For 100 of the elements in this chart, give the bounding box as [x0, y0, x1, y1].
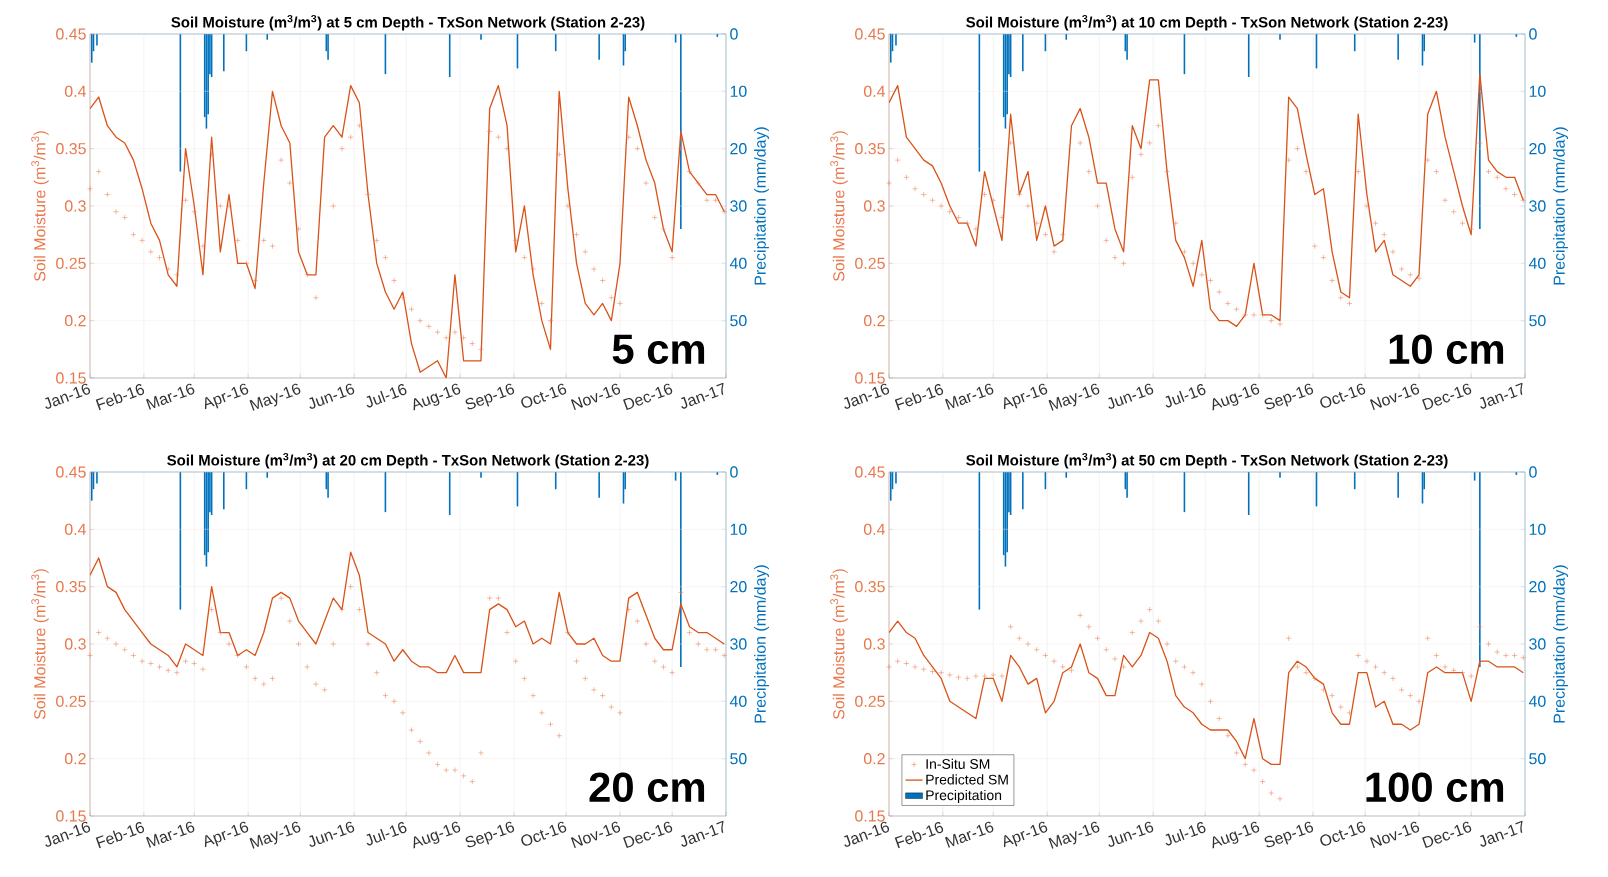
y2-tick-label: 50 — [1529, 753, 1546, 765]
annotation: 100 cm — [1366, 772, 1504, 803]
x-tick-label: Nov-16 — [1369, 821, 1420, 849]
y-axis-title: Soil Moisture (m$^{3}$/m$^{3}$) — [31, 569, 49, 720]
y-axis-title: Soil Moisture (m$^{3}$/m$^{3}$) — [31, 131, 49, 282]
y-axis-title: Soil Moisture (m$^{3}$/m$^{3}$) — [830, 569, 848, 720]
x-tick-label: Oct-16 — [521, 383, 567, 408]
y-tick-label: 0.3 — [863, 638, 885, 650]
x-tick-label: Oct-16 — [521, 821, 567, 846]
x-tick-label: Apr-16 — [1003, 821, 1048, 848]
x-tick-label: Dec-16 — [623, 821, 673, 849]
y-tick-label: 0.2 — [863, 753, 885, 765]
y-tick-label: 0.35 — [56, 581, 86, 593]
x-tick-label: Jan-16 — [844, 821, 890, 847]
y-tick-label: 0.35 — [855, 581, 885, 593]
y-tick-label: 0.45 — [855, 466, 885, 478]
y2-axis-title: Precipitation (mm/day) — [754, 127, 769, 285]
y-tick-label: 0.35 — [855, 143, 885, 155]
y2-tick-label: 20 — [730, 143, 747, 155]
y2-tick-label: 30 — [1529, 638, 1546, 650]
y2-tick-label: 10 — [1529, 523, 1546, 535]
y-tick-label: 0.15 — [855, 810, 885, 822]
y2-tick-label: 50 — [1529, 315, 1546, 327]
y-tick-label: 0.3 — [64, 200, 86, 212]
x-tick-label: Sep-16 — [465, 383, 515, 410]
y2-tick-label: 0 — [1529, 466, 1537, 478]
x-tick-label: Jul-16 — [1165, 822, 1206, 846]
x-tick-label: Jan-16 — [45, 383, 91, 409]
x-tick-label: Jul-16 — [366, 384, 407, 408]
x-tick-label: Jan-17 — [1480, 820, 1523, 847]
y-tick-label: 0.4 — [64, 523, 87, 535]
y-tick-label: 0.3 — [64, 638, 86, 650]
y2-tick-label: 40 — [729, 257, 747, 269]
legend-label: Predicted SM — [926, 774, 1008, 785]
x-tick-label: Jan-17 — [681, 820, 724, 847]
y2-tick-label: 10 — [730, 523, 747, 535]
y-tick-label: 0.35 — [56, 143, 86, 155]
y2-axis-title: Precipitation (mm/day) — [1553, 565, 1568, 723]
y-tick-label: 0.45 — [56, 28, 86, 40]
y-tick-label: 0.45 — [855, 28, 885, 40]
x-tick-label: Jan-17 — [1480, 382, 1523, 409]
y2-tick-label: 30 — [730, 638, 747, 650]
y-tick-label: 0.15 — [56, 810, 86, 822]
annotation: 10 cm — [1389, 334, 1504, 365]
y-tick-label: 0.15 — [855, 372, 885, 384]
y-tick-label: 0.2 — [64, 315, 86, 327]
x-tick-label: Nov-16 — [570, 821, 621, 849]
legend-label: In-Situ SM — [926, 758, 990, 769]
x-tick-label: Feb-16 — [894, 822, 944, 849]
x-tick-label: Jun-16 — [1108, 821, 1154, 847]
x-tick-label: Oct-16 — [1320, 821, 1366, 846]
y2-tick-label: 0 — [1529, 28, 1537, 40]
y-tick-label: 0.25 — [855, 695, 885, 707]
x-tick-label: Jan-16 — [844, 383, 890, 409]
x-tick-label: Sep-16 — [1264, 383, 1314, 410]
x-tick-label: Dec-16 — [623, 383, 673, 411]
x-tick-label: Sep-16 — [1264, 821, 1314, 848]
y2-axis-title: Precipitation (mm/day) — [754, 565, 769, 723]
x-tick-label: Dec-16 — [1422, 821, 1472, 849]
y-tick-label: 0.2 — [64, 753, 86, 765]
y2-tick-label: 20 — [730, 581, 747, 593]
y2-tick-label: 50 — [730, 315, 747, 327]
y-tick-label: 0.15 — [56, 372, 86, 384]
x-tick-label: Mar-16 — [146, 821, 195, 848]
x-tick-label: Jun-16 — [1108, 383, 1154, 409]
y2-tick-label: 20 — [1529, 143, 1546, 155]
x-tick-label: Jun-16 — [309, 383, 355, 409]
chart-title: Soil Moisture (m$^{3}$/m$^{3}$) at 10 cm Depth - TxSon Network (Station 2-23) — [966, 14, 1448, 31]
y2-tick-label: 50 — [730, 753, 747, 765]
y2-tick-label: 10 — [730, 85, 747, 97]
y2-tick-label: 30 — [1529, 200, 1546, 212]
y2-tick-label: 20 — [1529, 581, 1546, 593]
legend-label: Precipitation — [926, 789, 1002, 803]
annotation: 5 cm — [612, 334, 705, 365]
y2-tick-label: 0 — [730, 466, 738, 478]
x-tick-label: Feb-16 — [95, 822, 145, 849]
chart-title: Soil Moisture (m$^{3}$/m$^{3}$) at 20 cm Depth - TxSon Network (Station 2-23) — [167, 452, 649, 469]
y2-tick-label: 40 — [1528, 695, 1546, 707]
x-tick-label: Feb-16 — [894, 384, 944, 411]
x-tick-label: Apr-16 — [204, 383, 249, 410]
annotation: 20 cm — [589, 772, 705, 803]
x-tick-label: Apr-16 — [204, 821, 249, 848]
x-tick-label: Jul-16 — [366, 822, 407, 846]
x-tick-label: Oct-16 — [1320, 383, 1366, 408]
x-tick-label: Mar-16 — [945, 383, 994, 410]
y-tick-label: 0.4 — [64, 85, 87, 97]
x-tick-label: Dec-16 — [1422, 383, 1472, 411]
x-tick-label: Jun-16 — [309, 821, 355, 847]
y2-axis-title: Precipitation (mm/day) — [1553, 127, 1568, 285]
line-series — [889, 73, 1524, 328]
y2-tick-label: 40 — [1528, 257, 1546, 269]
x-tick-label: Mar-16 — [146, 383, 195, 410]
x-tick-label: Jul-16 — [1165, 384, 1206, 408]
y-axis-title: Soil Moisture (m$^{3}$/m$^{3}$) — [830, 131, 848, 282]
x-tick-label: Feb-16 — [95, 384, 145, 411]
y-tick-label: 0.25 — [56, 257, 86, 269]
y-tick-label: 0.45 — [56, 466, 86, 478]
y-tick-label: 0.25 — [855, 257, 885, 269]
y-tick-label: 0.4 — [863, 85, 886, 97]
y2-tick-label: 40 — [729, 695, 747, 707]
